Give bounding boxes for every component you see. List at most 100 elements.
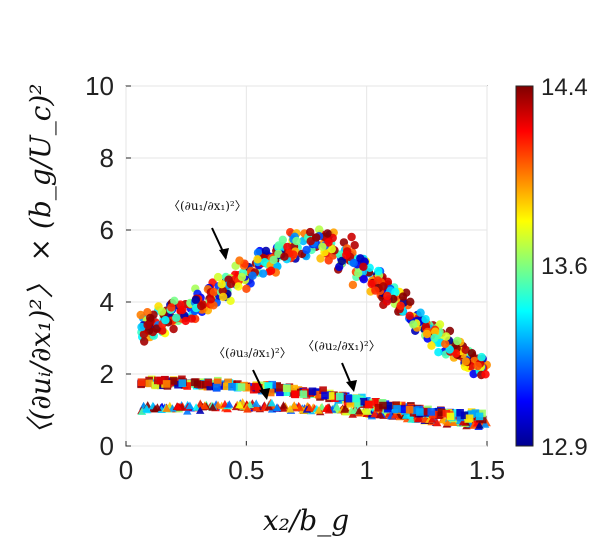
data-point-square [224, 378, 232, 387]
data-point-circle [235, 256, 244, 265]
data-point-circle [237, 272, 247, 282]
data-point-triangle [363, 407, 373, 415]
data-point-triangle [285, 404, 295, 413]
data-point-triangle [475, 421, 484, 429]
data-point-circle [398, 292, 408, 301]
data-point-circle [434, 348, 443, 357]
data-point-square [266, 388, 275, 397]
data-point-circle [422, 329, 432, 339]
data-point-circle [209, 287, 219, 297]
data-point-square [437, 408, 446, 417]
data-point-circle [226, 296, 235, 305]
data-point-circle [349, 258, 358, 268]
data-point-square [326, 392, 335, 400]
data-point-circle [430, 333, 439, 343]
data-point-square [299, 390, 308, 399]
data-point-circle [473, 361, 482, 371]
data-point-circle [427, 341, 436, 350]
data-point-square [290, 384, 298, 393]
data-point-circle [461, 357, 470, 366]
data-point-circle [191, 295, 200, 305]
data-point-circle [431, 327, 440, 336]
data-point-circle [324, 238, 333, 247]
x-tick-label: 0 [119, 455, 133, 485]
data-point-circle [315, 225, 324, 234]
data-point-triangle [208, 403, 217, 411]
data-point-circle [323, 229, 332, 238]
data-point-circle [469, 369, 478, 379]
data-point-triangle [370, 409, 379, 418]
data-point-circle [371, 286, 380, 295]
y-tick-label: 8 [100, 143, 114, 173]
data-point-circle [312, 233, 321, 242]
x-tick-labels: 0 0.5 1 1.5 [119, 455, 505, 485]
data-point-triangle [390, 411, 400, 419]
data-point-square [399, 405, 408, 413]
data-point-square [161, 375, 169, 384]
data-point-circle [374, 266, 383, 276]
y-tick-labels: 0 2 4 6 8 10 [85, 71, 114, 461]
data-point-circle [217, 280, 226, 289]
data-point-circle [206, 295, 216, 304]
data-point-square [145, 379, 154, 388]
data-point-square [345, 394, 354, 403]
data-point-triangle [354, 406, 364, 415]
data-point-triangle [225, 400, 234, 408]
data-point-triangle [407, 415, 416, 423]
data-point-square [264, 382, 272, 391]
data-point-circle [140, 337, 149, 346]
data-point-square [446, 412, 455, 421]
data-point-triangle [295, 403, 305, 411]
data-point-square [259, 383, 268, 392]
data-point-square [393, 405, 401, 413]
data-point-circle [280, 252, 289, 261]
annotation-du1: 〈(∂u₁/∂x₁)²〉 [168, 199, 247, 213]
data-point-circle [242, 284, 251, 293]
data-point-square [228, 383, 236, 391]
data-point-circle [172, 313, 181, 322]
data-point-triangle [153, 403, 162, 411]
annotation-du3: 〈(∂u₃/∂x₁)²〉 [213, 346, 292, 360]
data-point-circle [248, 271, 257, 280]
data-point-circle [354, 269, 363, 278]
data-point-square [411, 406, 420, 415]
data-point-circle [181, 316, 190, 326]
data-point-square [471, 409, 480, 417]
data-point-square [213, 383, 221, 392]
data-point-circle [152, 324, 161, 333]
x-tick-label: 1 [359, 455, 373, 485]
data-point-circle [396, 301, 405, 310]
colorbar [515, 85, 534, 447]
data-point-triangle [252, 399, 261, 407]
data-point-square [213, 378, 222, 387]
data-point-square [232, 383, 241, 391]
data-point-triangle [196, 401, 205, 409]
data-point-circle [348, 280, 358, 290]
data-point-circle [445, 345, 454, 354]
data-point-triangle [196, 406, 205, 414]
data-point-circle [218, 286, 227, 295]
data-point-circle [405, 311, 414, 320]
data-point-square [379, 401, 387, 410]
data-point-triangle [289, 401, 299, 409]
data-point-triangle [162, 404, 171, 412]
data-point-triangle [332, 402, 342, 411]
data-point-circle [178, 305, 187, 315]
data-point-circle [143, 320, 152, 330]
data-point-triangle [414, 414, 423, 422]
data-point-square [169, 377, 178, 385]
data-point-triangle [481, 420, 490, 428]
data-point-square [254, 384, 263, 392]
data-point-square [346, 400, 355, 408]
data-point-circle [391, 288, 400, 297]
data-point-circle [253, 248, 263, 257]
data-point-triangle [264, 402, 274, 411]
data-point-square [331, 394, 339, 402]
data-point-triangle [469, 421, 478, 429]
data-point-triangle [428, 415, 437, 423]
data-point-circle [451, 349, 461, 358]
data-point-circle [167, 303, 176, 312]
data-point-circle [350, 241, 359, 250]
x-tick-label: 1.5 [469, 455, 505, 485]
data-point-circle [453, 336, 462, 346]
